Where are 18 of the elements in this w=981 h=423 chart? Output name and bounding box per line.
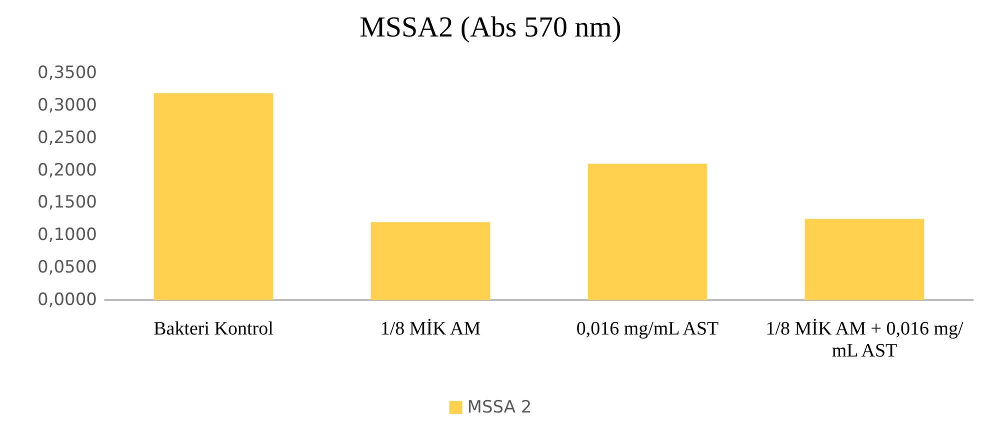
y-tick-label: 0,3500 [38,63,97,83]
x-tick-label: Bakteri Kontrol [154,318,274,340]
y-tick-label: 0,0000 [38,290,97,310]
y-tick-label: 0,0500 [38,258,97,278]
chart-title: MSSA2 (Abs 570 nm) [360,12,622,44]
legend-label: MSSA 2 [467,398,532,418]
bar [154,93,274,300]
x-tick-label: 1/8 MİK AM + 0,016 mg/mL AST [766,318,964,362]
bar [804,218,924,300]
y-tick-label: 0,3000 [38,95,97,116]
y-tick-label: 0,1500 [38,192,97,213]
bar [588,164,708,300]
y-tick-label: 0,2500 [38,128,97,148]
bar [370,222,490,300]
x-tick-label: 1/8 MİK AM [380,318,481,340]
x-tick-label: 0,016 mg/mL AST [576,318,720,340]
y-tick-label: 0,2000 [38,160,97,180]
y-tick-label: 0,1000 [38,225,97,246]
